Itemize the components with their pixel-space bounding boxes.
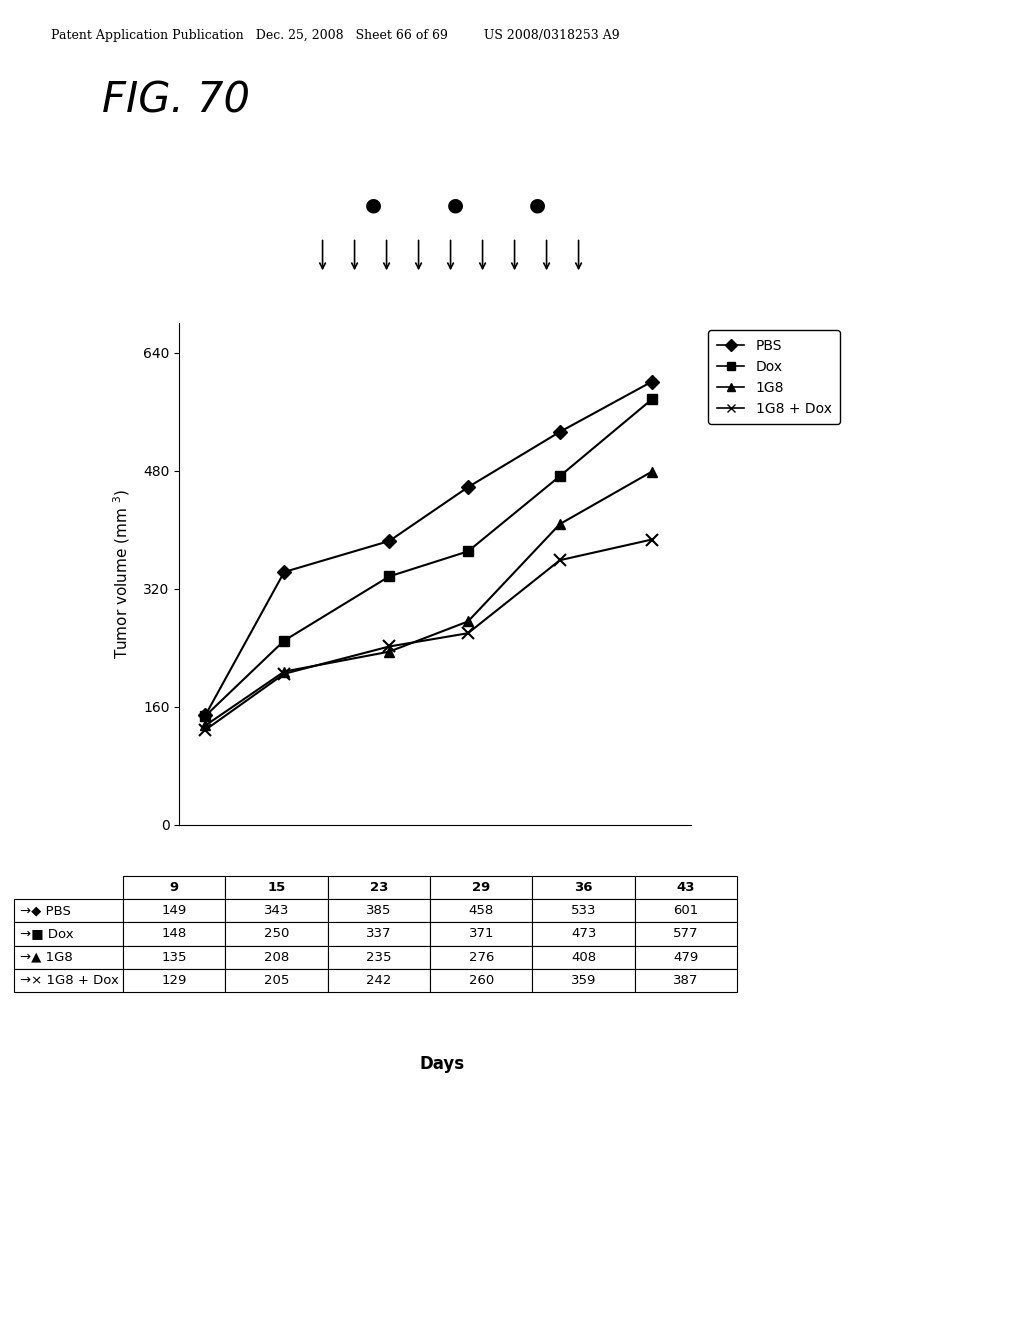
PBS bbox=[646, 374, 658, 389]
1G8 bbox=[279, 664, 291, 680]
PBS bbox=[279, 564, 291, 579]
1G8 + Dox bbox=[279, 665, 291, 681]
1G8 + Dox bbox=[462, 626, 474, 642]
Line: PBS: PBS bbox=[201, 376, 656, 719]
1G8 bbox=[462, 614, 474, 630]
Dox bbox=[554, 469, 566, 484]
Dox bbox=[200, 708, 212, 723]
Line: 1G8 + Dox: 1G8 + Dox bbox=[200, 535, 657, 735]
Line: Dox: Dox bbox=[201, 395, 656, 721]
Y-axis label: Tumor volume (mm $^3$): Tumor volume (mm $^3$) bbox=[112, 490, 132, 659]
Dox bbox=[383, 569, 395, 585]
PBS bbox=[554, 424, 566, 440]
1G8 + Dox bbox=[646, 532, 658, 548]
1G8 + Dox bbox=[554, 552, 566, 568]
1G8 bbox=[200, 718, 212, 734]
1G8 bbox=[554, 516, 566, 532]
Text: FIG. 70: FIG. 70 bbox=[102, 79, 251, 121]
Dox bbox=[646, 392, 658, 408]
Dox bbox=[462, 544, 474, 560]
Text: ●: ● bbox=[447, 195, 464, 214]
PBS bbox=[462, 479, 474, 495]
PBS bbox=[200, 708, 212, 723]
1G8 + Dox bbox=[200, 722, 212, 738]
1G8 + Dox bbox=[383, 639, 395, 655]
Line: 1G8: 1G8 bbox=[201, 467, 656, 730]
Legend: PBS, Dox, 1G8, 1G8 + Dox: PBS, Dox, 1G8, 1G8 + Dox bbox=[709, 330, 840, 424]
Text: ●: ● bbox=[366, 195, 382, 214]
Text: ●: ● bbox=[529, 195, 546, 214]
Text: Patent Application Publication   Dec. 25, 2008   Sheet 66 of 69         US 2008/: Patent Application Publication Dec. 25, … bbox=[51, 29, 620, 42]
Dox bbox=[279, 632, 291, 648]
Text: Days: Days bbox=[420, 1055, 465, 1073]
1G8 bbox=[383, 644, 395, 660]
PBS bbox=[383, 533, 395, 549]
1G8 bbox=[646, 463, 658, 479]
